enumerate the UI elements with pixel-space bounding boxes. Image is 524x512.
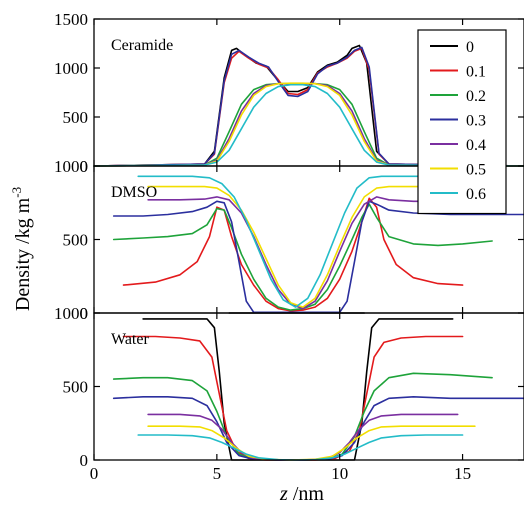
- x-axis-title: z /nm: [279, 483, 324, 505]
- dmso-panel-label: DMSO: [111, 184, 157, 201]
- water-series-0-1: [122, 335, 464, 461]
- water-series-0-3: [112, 396, 524, 461]
- water-frame: [93, 312, 524, 461]
- ceramide-y-tick-label: 1500: [54, 10, 88, 29]
- y-axis-title: Density /kg m-3: [9, 187, 34, 311]
- water-panel-label: Water: [111, 331, 149, 348]
- water-series-0-5: [147, 425, 476, 461]
- legend-label-0-4: 0.4: [466, 137, 486, 154]
- axis-titles: z /nm Density /kg m-3: [9, 187, 324, 505]
- water-series-0-2: [112, 372, 493, 461]
- water-series-0-4: [147, 413, 459, 461]
- legend-label-0-6: 0.6: [466, 186, 486, 203]
- ceramide-y-tick-label: 500: [63, 108, 89, 127]
- dmso-y-tick-label: 1000: [54, 157, 88, 176]
- panels-layer: 050010001500Ceramide05001000DMSO05001000…: [54, 10, 524, 483]
- dmso-y-tick-label: 500: [63, 231, 89, 250]
- legend: 0 0.1 0.2 0.3 0.4 0.5 0.6: [417, 29, 507, 215]
- legend-box: [417, 29, 507, 215]
- x-tick-label: 10: [331, 464, 348, 483]
- dmso-series-0-6: [137, 175, 464, 308]
- ceramide-panel-label: Ceramide: [111, 37, 173, 54]
- water-series-0-6: [137, 434, 464, 461]
- ceramide-y-tick-label: 1000: [54, 59, 88, 78]
- ceramide-series-0: [93, 44, 524, 167]
- legend-label-0-3: 0.3: [466, 113, 486, 130]
- legend-label-0-2: 0.2: [466, 88, 486, 105]
- ceramide-series-0-6: [93, 83, 524, 167]
- dmso-series-0-4: [147, 196, 459, 310]
- legend-label-0-1: 0.1: [466, 64, 486, 81]
- x-tick-label: 0: [90, 464, 99, 483]
- ceramide-series-0-5: [93, 82, 524, 167]
- x-axis-title-unit: /nm: [288, 483, 325, 505]
- panel-water: 0 500 1000 Water: [54, 304, 524, 470]
- water-y-tick-label: 500: [63, 378, 89, 397]
- dmso-y-tick-label: 0: [80, 304, 89, 323]
- ceramide-series-0-3: [93, 46, 524, 167]
- dmso-series-0-5: [147, 185, 476, 308]
- y-axis-title-text: Density /kg m: [12, 197, 34, 311]
- water-y-tick-label: 1000: [54, 304, 88, 323]
- water-y-tick-label: 0: [80, 451, 89, 470]
- panel-ceramide: 0 500 1000 1500 Ceramide: [54, 10, 524, 176]
- x-tick-label: 15: [454, 464, 471, 483]
- dmso-series-0-2: [112, 203, 493, 311]
- x-axis-title-symbol: z: [279, 483, 288, 505]
- dmso-series-0-3: [112, 200, 524, 314]
- legend-label-0: 0: [466, 39, 474, 56]
- x-tick-labels: 0 5 10 15: [90, 464, 471, 483]
- x-tick-label: 5: [213, 464, 222, 483]
- ceramide-y-tick-label: 0: [80, 157, 89, 176]
- legend-label-0-5: 0.5: [466, 162, 486, 179]
- y-axis-title-superscript: -3: [9, 187, 24, 198]
- dmso-series-0-1: [122, 197, 464, 312]
